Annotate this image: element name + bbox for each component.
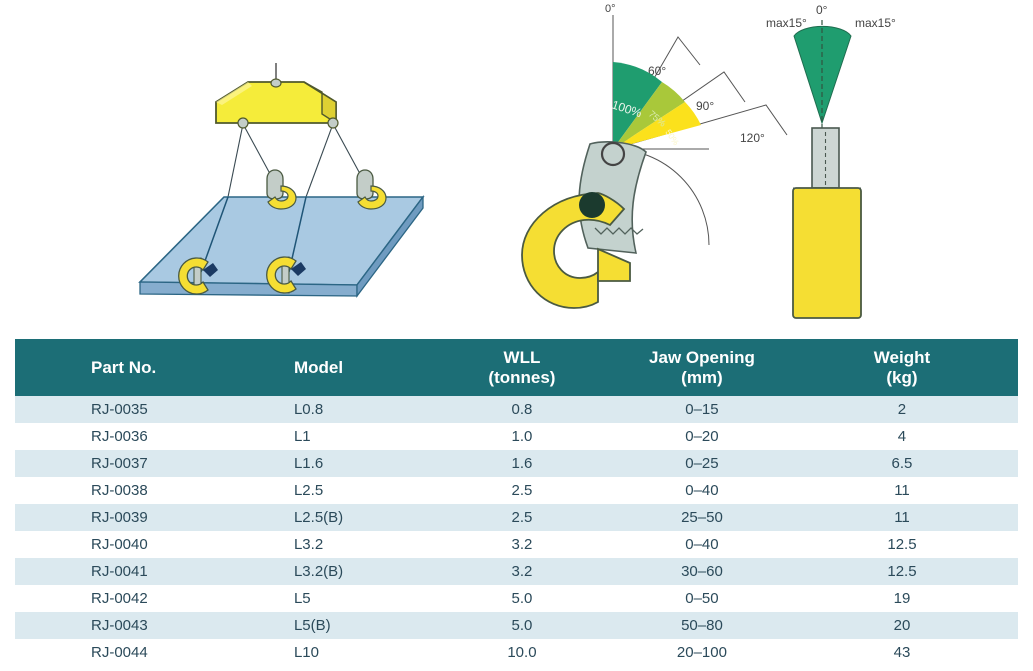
svg-text:max15°: max15° — [766, 16, 807, 30]
svg-text:max15°: max15° — [855, 16, 896, 30]
svg-text:0°: 0° — [816, 3, 828, 17]
